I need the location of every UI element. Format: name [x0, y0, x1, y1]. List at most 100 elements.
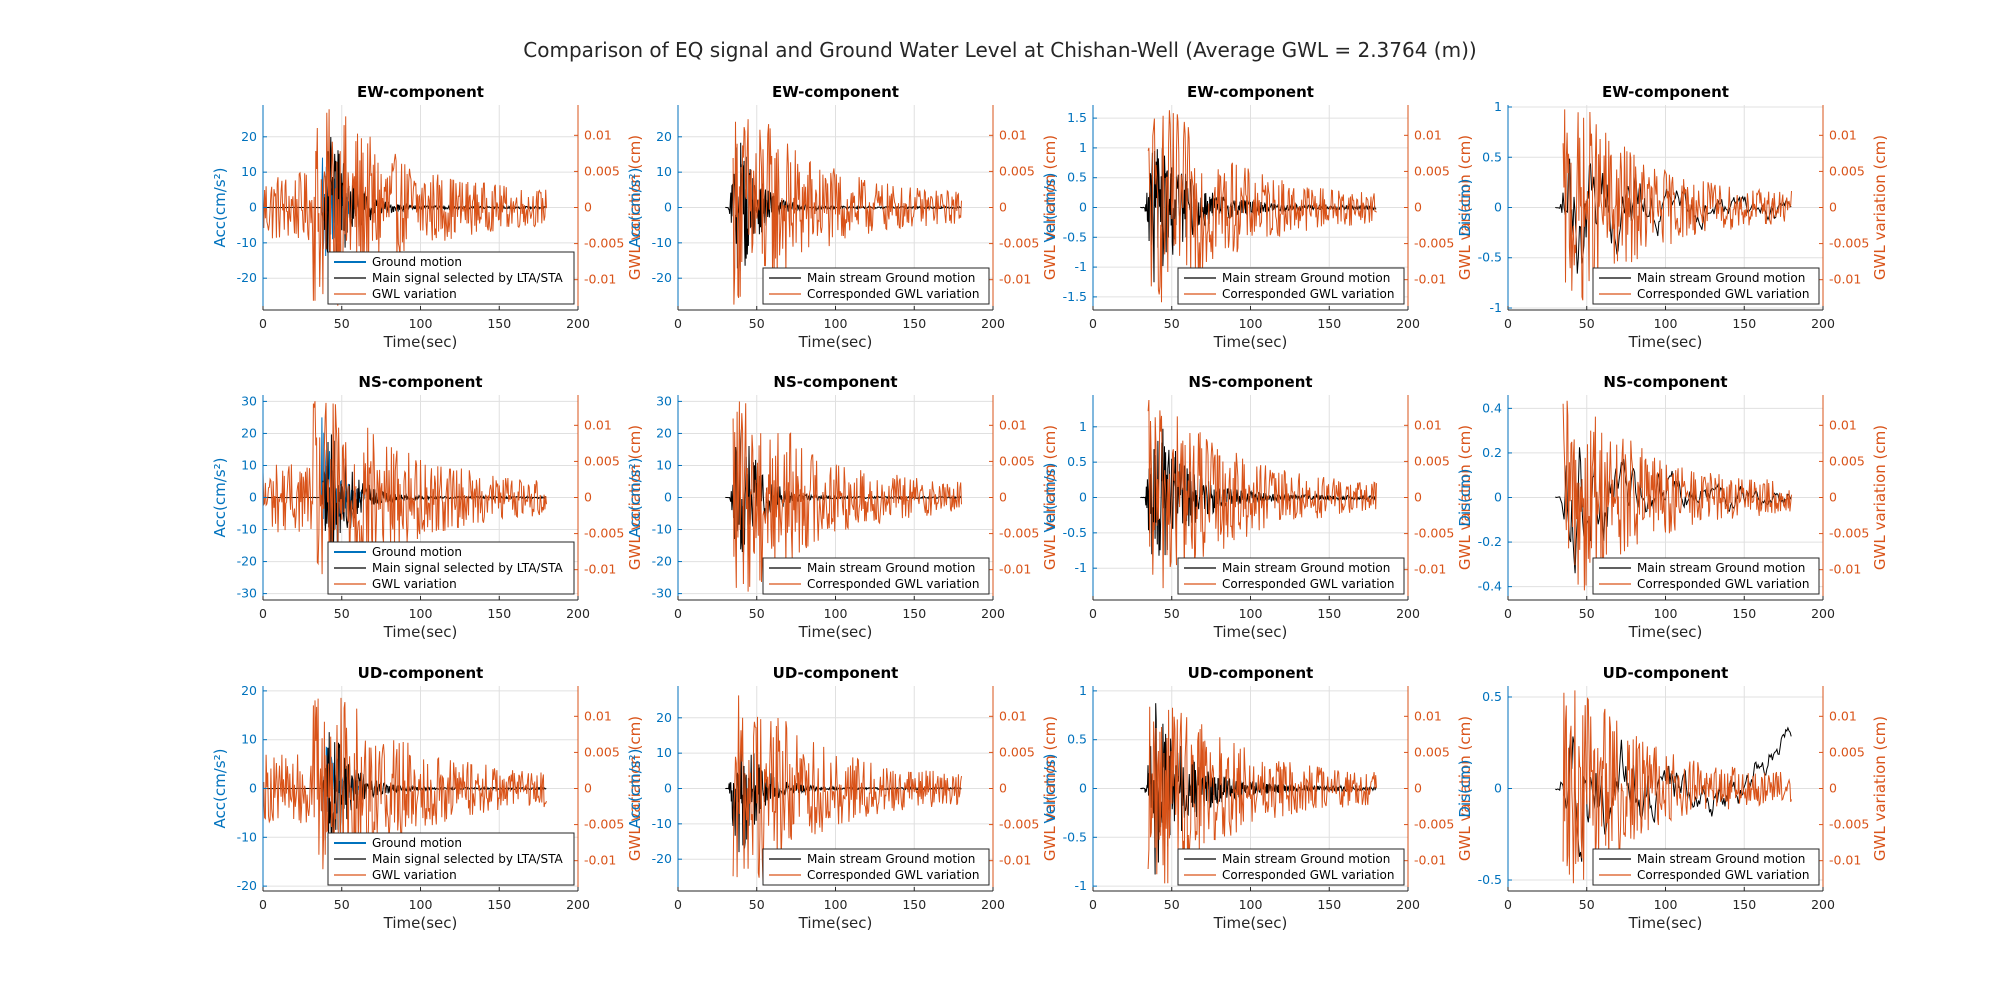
left-y-tick-label: 20 [241, 425, 257, 440]
left-y-tick-label: -1 [1075, 259, 1087, 274]
right-y-tick-label: -0.01 [1829, 272, 1861, 287]
left-y-axis-label: Dis(cm) [1456, 468, 1474, 526]
gwl-variation-trace [1562, 109, 1792, 301]
x-tick-label: 150 [487, 897, 511, 912]
right-y-axis-label: GWL variation (cm) [626, 425, 644, 570]
x-tick-label: 50 [749, 897, 765, 912]
right-y-tick-label: 0 [584, 200, 592, 215]
left-y-axis-label: Acc(cm/s²) [626, 458, 644, 538]
subplot-title: EW-component [1602, 83, 1729, 101]
right-y-axis-label: GWL variation (cm) [1456, 425, 1474, 570]
x-tick-label: 50 [1579, 897, 1595, 912]
x-tick-label: 150 [902, 606, 926, 621]
legend-box [327, 251, 575, 305]
left-y-tick-label: -0.5 [1478, 872, 1502, 887]
legend-entry: Main stream Ground motion [1637, 561, 1805, 575]
right-y-tick-label: -0.01 [999, 853, 1031, 868]
right-y-tick-label: 0.01 [584, 417, 612, 432]
legend-entry: Main stream Ground motion [807, 271, 975, 285]
x-tick-label: 200 [981, 316, 1005, 331]
left-y-tick-label: 10 [656, 745, 672, 760]
legend: Main stream Ground motion Corresponded GW… [762, 848, 990, 886]
subplot-ud-1: 0 50 100 150 200 -20 -10 0 10 20 -0.01 -0.005 0 0.005… [211, 664, 644, 932]
main-signal-trace [1555, 158, 1792, 274]
subplot-ns-1: 0 50 100 150 200 -30 -20 -10 0 10 20 30 -0.01 -0.005 0… [211, 373, 644, 641]
x-tick-label: 200 [981, 606, 1005, 621]
right-y-tick-label: -0.005 [999, 817, 1039, 832]
right-y-tick-label: 0 [1414, 781, 1422, 796]
x-tick-label: 50 [334, 897, 350, 912]
left-y-tick-label: 0.5 [1482, 689, 1502, 704]
legend-entry: Ground motion [372, 255, 462, 269]
x-tick-label: 100 [1239, 606, 1263, 621]
traces [1555, 690, 1792, 884]
right-y-axis-label: GWL variation (cm) [626, 716, 644, 861]
right-y-tick-label: 0 [1829, 781, 1837, 796]
x-axis-label: Time(sec) [798, 623, 873, 641]
left-y-tick-label: 0.2 [1482, 445, 1502, 460]
x-axis-label: Time(sec) [383, 623, 458, 641]
left-y-axis-label: Dis(cm) [1456, 178, 1474, 236]
left-y-tick-label: 0 [1079, 490, 1087, 505]
legend-box [1177, 557, 1405, 595]
legend: Main stream Ground motion Corresponded GW… [1592, 848, 1820, 886]
right-y-tick-label: 0 [1829, 490, 1837, 505]
legend-entry: Corresponded GWL variation [807, 868, 979, 882]
x-tick-label: 50 [334, 606, 350, 621]
x-tick-label: 100 [1239, 897, 1263, 912]
right-y-tick-label: 0.005 [999, 453, 1035, 468]
legend-entry: Main stream Ground motion [1637, 852, 1805, 866]
x-tick-label: 100 [824, 606, 848, 621]
x-axis-label: Time(sec) [383, 914, 458, 932]
right-y-tick-label: 0.005 [1829, 453, 1865, 468]
right-y-axis-label: GWL variation (cm) [1456, 716, 1474, 861]
left-y-tick-label: 30 [241, 393, 257, 408]
left-y-tick-label: 10 [656, 164, 672, 179]
legend-box [1592, 267, 1820, 305]
x-tick-label: 150 [1317, 316, 1341, 331]
traces [263, 697, 547, 878]
right-y-tick-label: 0.01 [999, 127, 1027, 142]
left-y-tick-label: -1 [1075, 560, 1087, 575]
x-tick-label: 200 [1811, 316, 1835, 331]
right-y-tick-label: -0.005 [584, 817, 624, 832]
left-y-tick-label: -0.5 [1063, 525, 1087, 540]
x-tick-label: 200 [1396, 897, 1420, 912]
right-y-tick-label: -0.005 [1829, 817, 1869, 832]
left-y-tick-label: 20 [241, 683, 257, 698]
x-tick-label: 150 [1317, 606, 1341, 621]
right-y-tick-label: 0.01 [999, 417, 1027, 432]
x-tick-label: 200 [1396, 606, 1420, 621]
subplot-grid: 0 50 100 150 200-20-1001020-0.01-0.00500.005… [211, 83, 1889, 932]
subplot-title: UD-component [773, 664, 899, 682]
left-y-tick-label: -20 [652, 851, 672, 866]
x-tick-label: 50 [1164, 897, 1180, 912]
right-y-tick-label: -0.005 [1414, 526, 1454, 541]
left-y-axis-label: Acc(cm/s²) [211, 168, 229, 248]
x-axis-label: Time(sec) [1628, 914, 1703, 932]
legend-box [1592, 848, 1820, 886]
x-tick-label: 0 [1504, 606, 1512, 621]
subplot-ew-3: 0 50 100 150 200 -1.5 -1 -0.5 0 0.5 1 1.5 -0.01 -0.00… [1041, 83, 1474, 351]
left-y-tick-label: -0.5 [1063, 229, 1087, 244]
right-y-tick-label: -0.005 [1829, 236, 1869, 251]
x-tick-label: 150 [487, 606, 511, 621]
right-y-tick-label: 0.005 [999, 163, 1035, 178]
left-y-tick-label: 10 [241, 732, 257, 747]
left-y-tick-label: -10 [652, 235, 672, 250]
x-axis-label: Time(sec) [1628, 333, 1703, 351]
left-y-tick-label: -30 [652, 586, 672, 601]
x-tick-label: 150 [1732, 897, 1756, 912]
right-y-tick-label: -0.01 [999, 272, 1031, 287]
subplot-title: UD-component [1603, 664, 1729, 682]
x-tick-label: 100 [1654, 316, 1678, 331]
left-y-tick-label: -20 [652, 554, 672, 569]
right-y-tick-label: 0.01 [584, 127, 612, 142]
subplot-ns-2: 0 50 100 150 200 -30 -20 -10 0 10 20 30 -0.01 -0.005 0… [626, 373, 1059, 641]
left-y-tick-label: 0 [1494, 781, 1502, 796]
legend-entry: GWL variation [372, 577, 457, 591]
left-y-tick-label: 10 [241, 457, 257, 472]
subplot-ew-2: 0 50 100 150 200 -20 -10 0 10 20 -0.01 -0.005 0 0.005… [626, 83, 1059, 351]
figure-title: Comparison of EQ signal and Ground Water… [523, 38, 1476, 62]
x-tick-label: 50 [1164, 316, 1180, 331]
